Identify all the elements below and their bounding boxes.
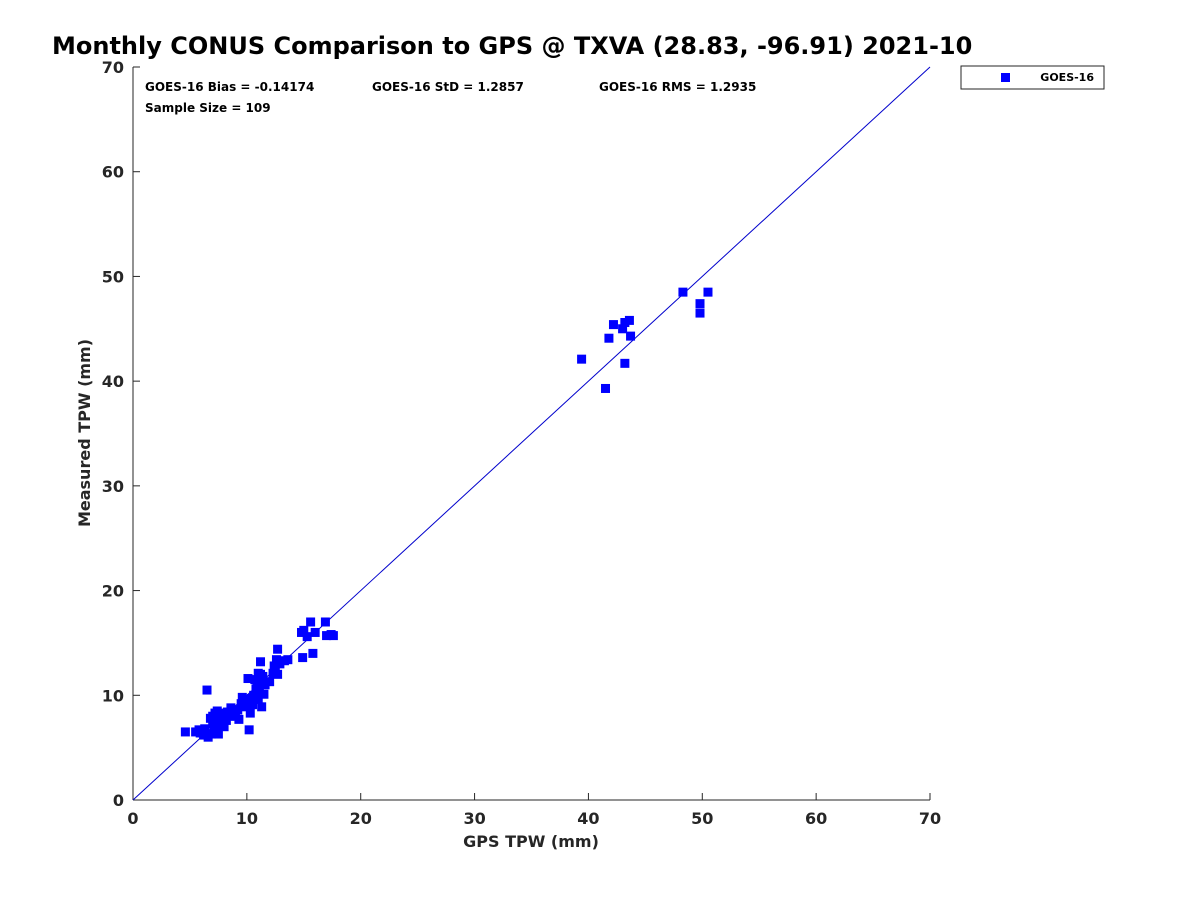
legend-marker-square xyxy=(1001,73,1010,82)
data-point xyxy=(626,331,636,341)
data-point xyxy=(252,678,262,688)
data-point xyxy=(217,716,227,726)
y-tick-label: 20 xyxy=(102,582,124,601)
data-point xyxy=(269,661,279,671)
data-point xyxy=(322,631,332,641)
y-tick-label: 30 xyxy=(102,477,124,496)
data-point xyxy=(310,627,320,637)
data-point xyxy=(212,706,222,716)
x-tick-label: 40 xyxy=(577,809,599,828)
x-tick-label: 70 xyxy=(919,809,941,828)
data-point xyxy=(678,287,688,297)
legend: GOES-16 xyxy=(960,65,1105,90)
data-point xyxy=(259,689,269,699)
data-point xyxy=(328,631,338,641)
data-point xyxy=(604,333,614,343)
chart-title: Monthly CONUS Comparison to GPS @ TXVA (… xyxy=(52,32,972,60)
data-point xyxy=(306,617,316,627)
legend-box xyxy=(960,65,1105,90)
data-point xyxy=(245,708,255,718)
data-point xyxy=(253,694,263,704)
data-point xyxy=(219,722,229,732)
data-point xyxy=(243,674,253,684)
data-point xyxy=(268,668,278,678)
data-point xyxy=(248,700,258,710)
y-tick-label: 10 xyxy=(102,686,124,705)
data-point xyxy=(246,693,256,703)
y-tick-label: 50 xyxy=(102,267,124,286)
x-tick-label: 20 xyxy=(350,809,372,828)
data-point xyxy=(608,320,618,330)
data-point xyxy=(228,706,238,716)
data-point xyxy=(620,358,630,368)
data-point xyxy=(260,680,270,690)
data-point xyxy=(601,383,611,393)
y-tick-label: 40 xyxy=(102,372,124,391)
data-point xyxy=(194,725,204,735)
data-point xyxy=(238,701,248,711)
data-point xyxy=(233,705,243,715)
data-point xyxy=(202,685,212,695)
data-point xyxy=(283,655,293,665)
data-point xyxy=(320,617,330,627)
y-tick-label: 70 xyxy=(102,58,124,77)
x-tick-label: 0 xyxy=(127,809,138,828)
data-point xyxy=(253,668,263,678)
data-point xyxy=(240,694,250,704)
y-ticks: 0 10 20 30 40 50 60 70 xyxy=(102,58,140,810)
data-point xyxy=(211,722,221,732)
x-tick-label: 10 xyxy=(236,809,258,828)
data-point xyxy=(200,724,210,734)
data-point xyxy=(223,707,233,717)
scatter-points xyxy=(180,287,713,742)
data-point xyxy=(230,711,240,721)
data-point xyxy=(273,669,283,679)
data-point xyxy=(624,315,634,325)
data-point xyxy=(620,318,630,328)
data-point xyxy=(703,287,713,297)
x-tick-label: 50 xyxy=(691,809,713,828)
x-tick-label: 60 xyxy=(805,809,827,828)
data-point xyxy=(208,711,218,721)
x-ticks: 0 10 20 30 40 50 60 70 xyxy=(127,793,941,828)
std-annotation: GOES-16 StD = 1.2857 xyxy=(372,80,524,94)
data-point xyxy=(298,653,308,663)
data-point xyxy=(265,677,275,687)
data-point xyxy=(218,708,228,718)
data-point xyxy=(252,688,262,698)
rms-annotation: GOES-16 RMS = 1.2935 xyxy=(599,80,756,94)
data-point xyxy=(257,702,267,712)
data-point xyxy=(302,632,312,642)
data-point xyxy=(308,648,318,658)
data-point xyxy=(199,730,209,740)
data-point xyxy=(257,675,267,685)
data-point xyxy=(273,644,283,654)
data-point xyxy=(299,625,309,635)
data-point xyxy=(275,659,285,669)
data-point xyxy=(256,657,266,667)
x-axis-label: GPS TPW (mm) xyxy=(463,832,599,851)
data-point xyxy=(244,725,254,735)
legend-entry-goes16: GOES-16 xyxy=(1040,71,1094,84)
data-point xyxy=(618,324,628,334)
data-point xyxy=(695,308,705,318)
y-tick-label: 60 xyxy=(102,163,124,182)
y-axis-label: Measured TPW (mm) xyxy=(75,339,94,527)
x-tick-label: 30 xyxy=(463,809,485,828)
data-point xyxy=(695,299,705,309)
data-point xyxy=(180,727,190,737)
data-point xyxy=(213,729,223,739)
sample-size-annotation: Sample Size = 109 xyxy=(145,101,271,115)
data-point xyxy=(577,354,587,364)
bias-annotation: GOES-16 Bias = -0.14174 xyxy=(145,80,314,94)
y-tick-label: 0 xyxy=(113,791,124,810)
